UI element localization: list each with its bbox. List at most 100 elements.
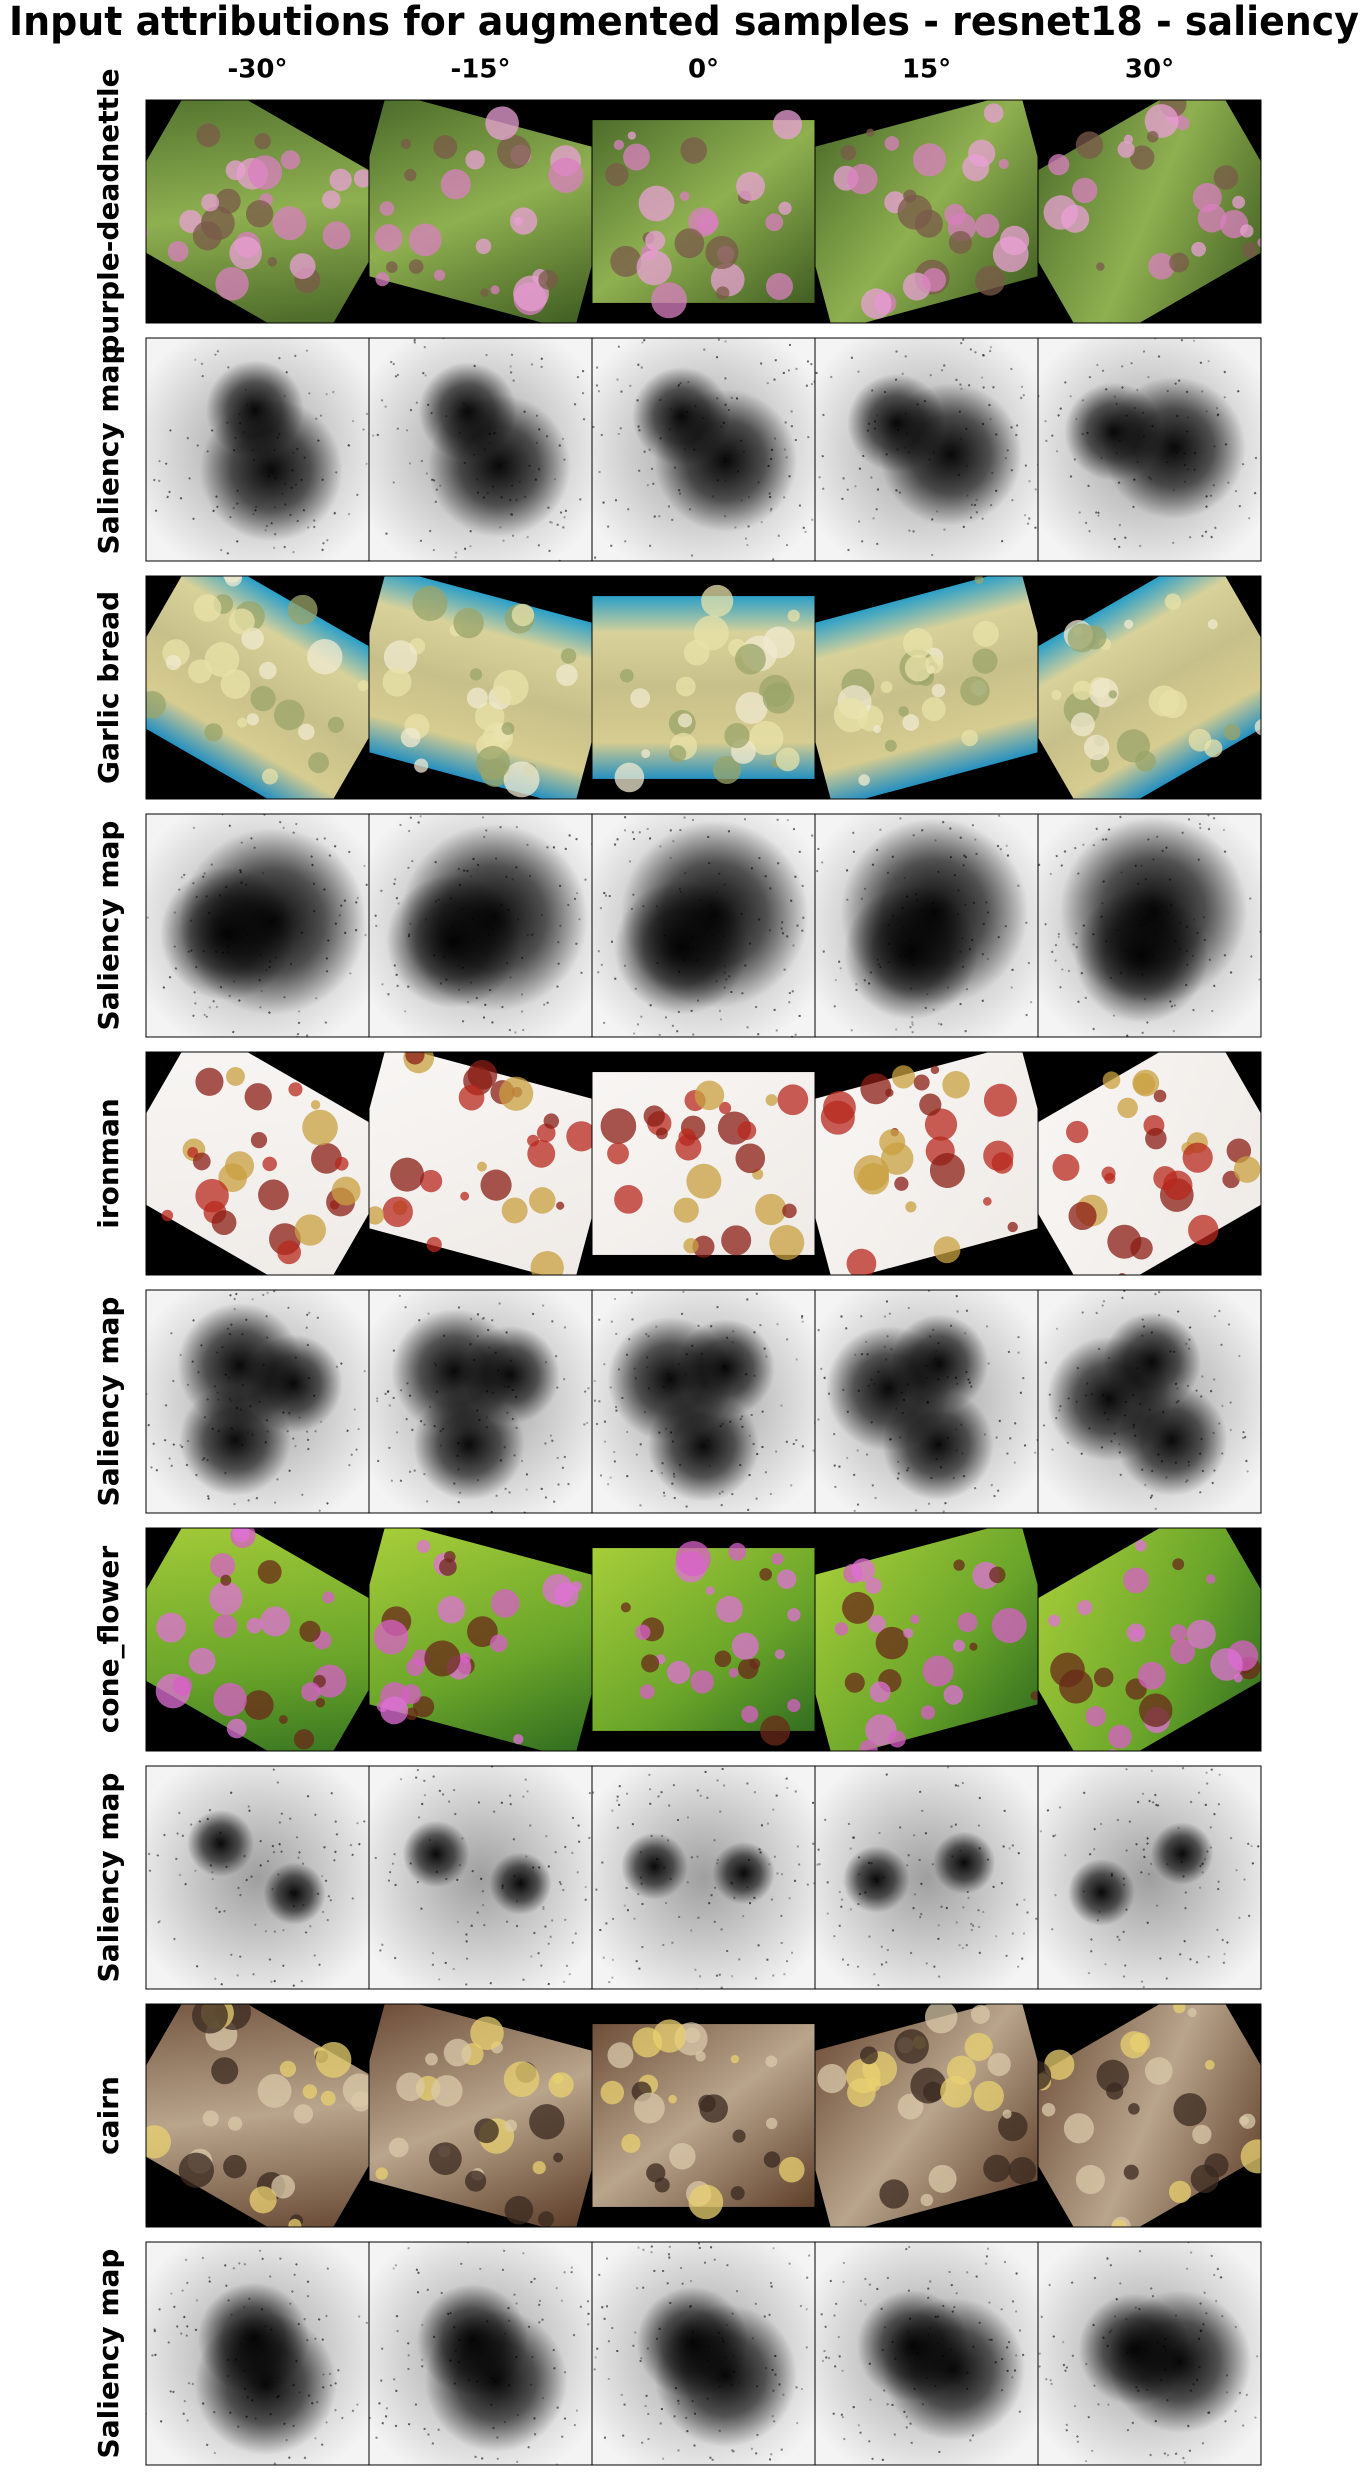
image-detail bbox=[738, 1659, 758, 1679]
map-speckle bbox=[611, 1321, 613, 1323]
map-speckle bbox=[128, 1441, 131, 1444]
map-speckle bbox=[532, 2472, 534, 2474]
image-detail bbox=[765, 213, 783, 231]
sample-image bbox=[785, 1516, 1070, 1767]
map-speckle bbox=[762, 1411, 764, 1413]
map-speckle bbox=[740, 440, 742, 442]
map-speckle bbox=[678, 971, 680, 973]
map-speckle bbox=[595, 2356, 597, 2358]
map-speckle bbox=[765, 1356, 767, 1358]
map-speckle bbox=[658, 1795, 660, 1797]
image-detail bbox=[766, 273, 793, 300]
map-speckle bbox=[686, 1353, 688, 1355]
map-speckle bbox=[754, 1791, 756, 1793]
map-speckle bbox=[232, 1990, 235, 1993]
map-speckle bbox=[786, 456, 788, 458]
map-speckle bbox=[646, 2395, 648, 2397]
map-speckle bbox=[629, 860, 631, 862]
sample-image bbox=[781, 1980, 1067, 2235]
map-speckle bbox=[801, 1317, 803, 1319]
sample-image bbox=[104, 1024, 408, 1308]
map-speckle bbox=[771, 2286, 773, 2288]
map-speckle bbox=[732, 1330, 734, 1332]
map-speckle bbox=[658, 515, 660, 517]
map-speckle bbox=[671, 519, 673, 521]
map-speckle bbox=[877, 1997, 879, 1999]
map-speckle bbox=[611, 941, 613, 943]
map-speckle bbox=[605, 895, 607, 897]
map-speckle bbox=[681, 1313, 683, 1315]
map-speckle bbox=[1294, 966, 1297, 969]
map-speckle bbox=[668, 2257, 670, 2259]
map-speckle bbox=[798, 1863, 800, 1865]
map-speckle bbox=[795, 1791, 797, 1793]
map-speckle bbox=[971, 1276, 973, 1278]
map-speckle bbox=[614, 1298, 616, 1300]
map-speckle bbox=[128, 1891, 131, 1894]
map-speckle bbox=[601, 2306, 603, 2308]
map-speckle bbox=[603, 502, 605, 504]
map-speckle bbox=[777, 819, 779, 821]
map-speckle bbox=[647, 2348, 649, 2350]
map-speckle bbox=[273, 565, 276, 568]
map-speckle bbox=[724, 972, 726, 974]
saliency-blob bbox=[637, 2287, 749, 2399]
map-speckle bbox=[712, 495, 714, 497]
image-detail bbox=[669, 745, 686, 762]
map-speckle bbox=[682, 1291, 684, 1293]
map-speckle bbox=[594, 557, 596, 559]
map-speckle bbox=[684, 448, 686, 450]
map-speckle bbox=[615, 1333, 617, 1335]
map-speckle bbox=[637, 1893, 639, 1895]
map-speckle bbox=[680, 2267, 682, 2269]
map-speckle bbox=[793, 1443, 795, 1445]
map-speckle bbox=[651, 2251, 653, 2253]
map-speckle bbox=[800, 2305, 802, 2307]
map-speckle bbox=[917, 1042, 919, 1044]
map-speckle bbox=[799, 1015, 801, 1017]
map-speckle bbox=[1275, 1876, 1278, 1879]
map-speckle bbox=[600, 907, 602, 909]
map-speckle bbox=[622, 2435, 624, 2437]
image-detail bbox=[736, 172, 765, 201]
saliency-map bbox=[105, 298, 410, 603]
image-detail bbox=[601, 2081, 625, 2105]
map-speckle bbox=[683, 959, 685, 961]
row-label: Garlic bread bbox=[92, 591, 125, 784]
map-speckle bbox=[769, 929, 771, 931]
map-speckle bbox=[143, 2398, 146, 2401]
map-speckle bbox=[793, 828, 795, 830]
map-speckle bbox=[642, 905, 644, 907]
map-speckle bbox=[725, 480, 727, 482]
map-speckle bbox=[649, 545, 651, 547]
map-speckle bbox=[670, 1431, 672, 1433]
image-detail bbox=[735, 644, 766, 675]
map-speckle bbox=[732, 1341, 734, 1343]
map-speckle bbox=[749, 1435, 751, 1437]
map-speckle bbox=[968, 334, 970, 336]
map-speckle bbox=[774, 1856, 776, 1858]
map-speckle bbox=[744, 818, 746, 820]
image-detail bbox=[614, 1185, 643, 1214]
map-speckle bbox=[677, 1819, 679, 1821]
map-speckle bbox=[679, 493, 681, 495]
map-speckle bbox=[773, 379, 775, 381]
map-speckle bbox=[788, 369, 790, 371]
map-speckle bbox=[634, 1918, 636, 1920]
sample-image bbox=[582, 2004, 825, 2227]
map-speckle bbox=[722, 2341, 724, 2343]
sample-image bbox=[582, 576, 825, 799]
map-speckle bbox=[772, 2390, 774, 2392]
map-speckle bbox=[638, 426, 640, 428]
map-speckle bbox=[786, 1778, 788, 1780]
saliency-map bbox=[998, 2203, 1302, 2476]
map-speckle bbox=[691, 554, 693, 556]
map-speckle bbox=[663, 1386, 665, 1388]
map-speckle bbox=[773, 2247, 775, 2249]
map-speckle bbox=[695, 960, 697, 962]
map-speckle bbox=[603, 1022, 605, 1024]
map-speckle bbox=[770, 1493, 772, 1495]
map-speckle bbox=[665, 1016, 667, 1018]
map-speckle bbox=[786, 1960, 788, 1962]
map-speckle bbox=[624, 540, 626, 542]
